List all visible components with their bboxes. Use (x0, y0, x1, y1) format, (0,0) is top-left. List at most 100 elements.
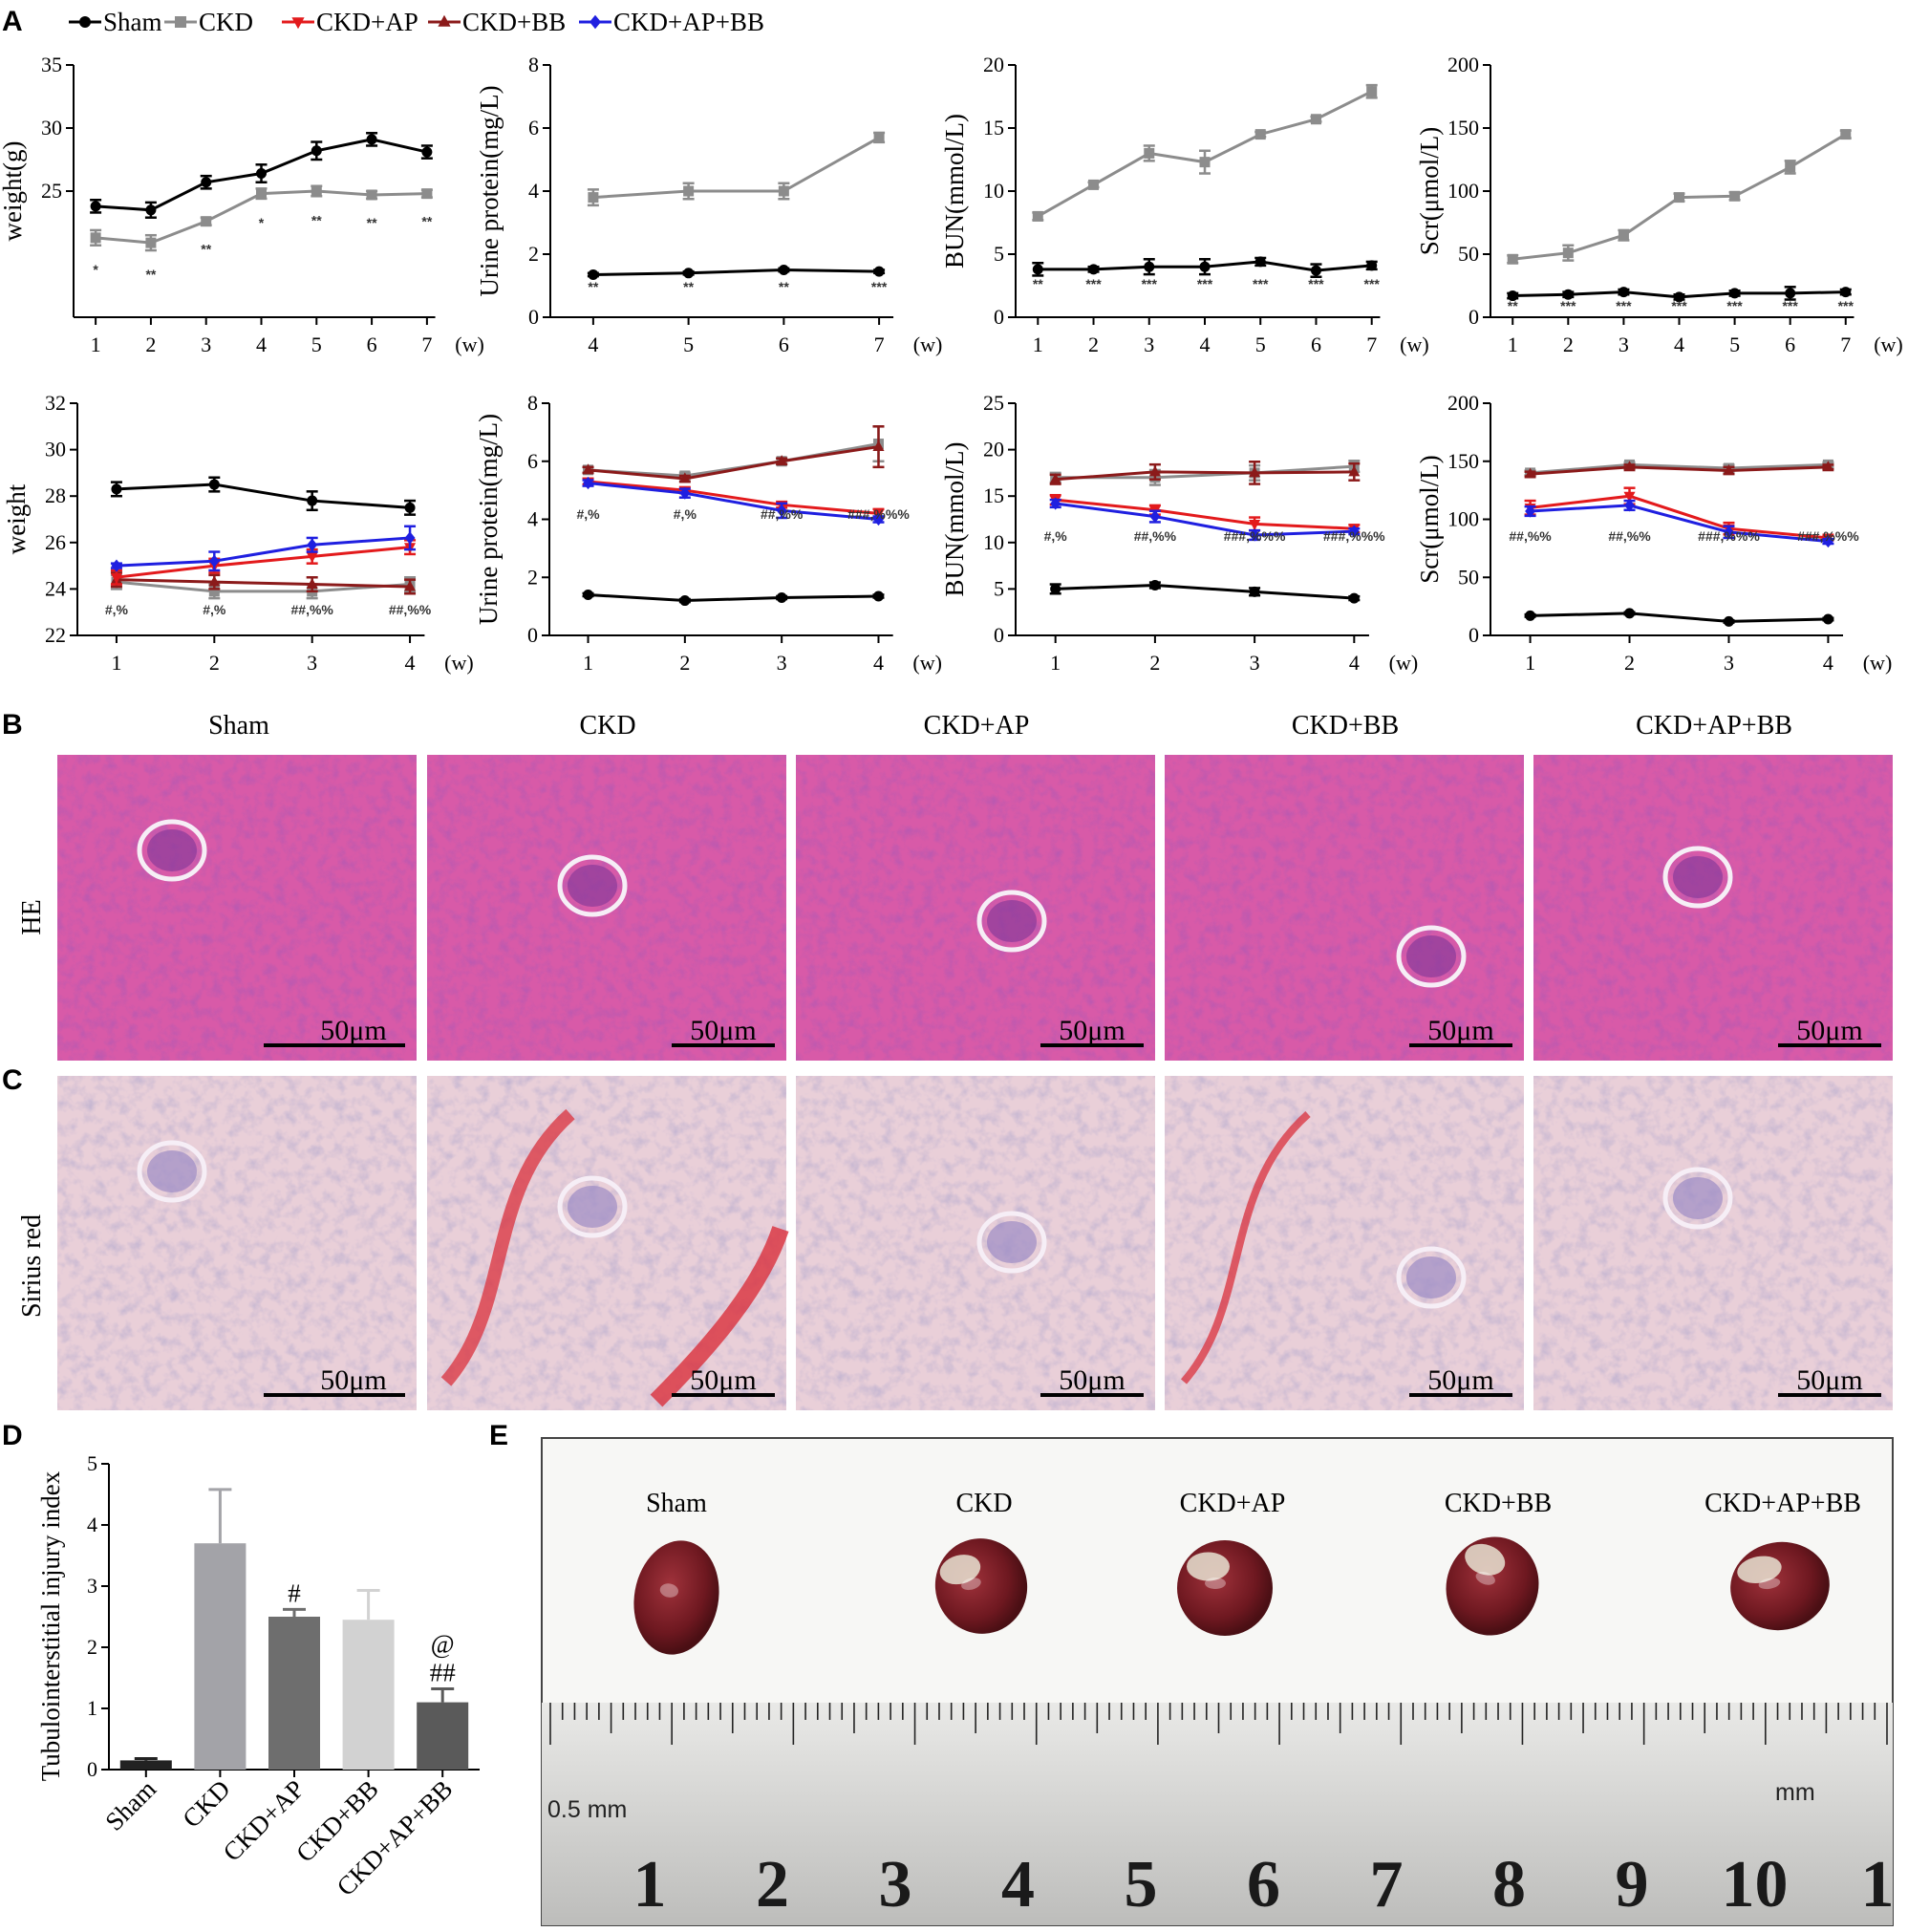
y-tick-label-a4-0: 0 (1469, 305, 1479, 329)
series-a4-sham (1507, 286, 1852, 303)
x-tick-label-b1-3: 3 (307, 651, 317, 675)
point-b1-ckd-1 (208, 586, 220, 597)
point-a1-sham-1 (145, 204, 157, 216)
y-tick-label-b2-8: 8 (527, 391, 538, 415)
series-b2-ckd-ap (582, 477, 885, 521)
series-b4-ckd-ap-bb (1524, 499, 1834, 548)
y-tick-label-b2-0: 0 (527, 623, 538, 647)
series-a3-sham (1032, 256, 1378, 279)
bar-annotation-top-ckd-ap-bb: @ (431, 1630, 455, 1659)
x-tick-label-a3-3: 3 (1144, 333, 1154, 356)
point-a3-ckd-6 (1366, 86, 1378, 97)
ruler (542, 1703, 1893, 1925)
series-line-b2-ckd-ap-bb (588, 482, 879, 521)
y-axis-label-a4: Scr(μmol/L) (1415, 127, 1444, 255)
panel-letter-a: A (2, 6, 23, 37)
glomerulus (557, 1175, 628, 1238)
series-line-b3-ckd-bb (1055, 470, 1355, 482)
point-b2-ckd-ap-bb-3 (872, 512, 884, 526)
point-b3-sham-3 (1348, 592, 1360, 604)
x-tick-label-a1-2: 2 (145, 333, 156, 356)
series-line-b3-ckd-ap (1055, 498, 1355, 530)
y-tick-label-a4-100: 100 (1447, 179, 1479, 203)
panel-letter-b: B (2, 709, 23, 741)
point-b1-ckd-bb-2 (306, 577, 318, 589)
point-a2-ckd-0 (588, 192, 599, 204)
y-tick-label-b2-2: 2 (527, 565, 538, 589)
point-b3-ckd-ap-bb-0 (1050, 497, 1061, 510)
sig-label-a1-6: ** (421, 214, 432, 229)
glomerulus (557, 854, 628, 917)
point-b1-ckd-ap-bb-3 (404, 531, 416, 545)
point-a3-sham-3 (1199, 261, 1211, 272)
legend-marker-ckd-bb (438, 14, 451, 27)
point-a2-ckd-1 (683, 185, 695, 197)
point-b4-sham-2 (1723, 615, 1734, 627)
point-b1-ckd-ap-2 (306, 551, 318, 563)
ruler-number-5: 6 (1247, 1848, 1280, 1921)
y-tick-label-a2-6: 6 (528, 116, 539, 140)
bar-chart-injury-index: 0 1 2 3 4 5 Tubulointerstitial injury index Sha… (36, 1451, 480, 1901)
sig-label-a4-5: *** (1782, 298, 1798, 313)
histology-image-he-ckd-bb: 50μm (1165, 755, 1524, 1061)
glomerulus (137, 819, 207, 882)
legend-label-sham: Sham (103, 8, 162, 36)
x-unit-label-b3: (w) (1389, 651, 1419, 675)
point-a4-ckd-0 (1507, 253, 1518, 265)
point-a1-sham-0 (90, 201, 101, 212)
x-tick-label-a4-4: 4 (1674, 333, 1684, 356)
scale-bar-label-sirius-red-sham: 50μm (320, 1364, 386, 1396)
y-tick-label-a2-4: 4 (528, 179, 539, 203)
histology-header-ckd-ap: CKD+AP (924, 711, 1030, 741)
sig-label-a4-6: *** (1838, 298, 1854, 313)
legend: Sham CKD CKD+AP CKD+BB CKD+AP+BB (69, 8, 764, 36)
series-b3-ckd-ap-bb (1049, 497, 1361, 542)
histology-header-sham: Sham (208, 711, 269, 741)
point-b3-ckd-bb-2 (1249, 466, 1261, 478)
point-b1-sham-0 (111, 483, 122, 495)
sig-label-a1-2: ** (201, 242, 211, 257)
kidney-ckd-bb (1446, 1536, 1539, 1636)
kidney-ckd-ap-bb (1730, 1541, 1830, 1631)
sig-label-a1-5: ** (367, 215, 377, 230)
sig-label-a4-2: *** (1616, 298, 1632, 313)
point-a1-ckd-1 (145, 237, 157, 248)
x-tick-label-a3-4: 4 (1200, 333, 1211, 356)
x-tick-label-a1-6: 6 (367, 333, 377, 356)
y-tick-label-b3-20: 20 (983, 438, 1004, 462)
point-b2-ckd-bb-1 (678, 472, 691, 483)
point-b2-sham-2 (776, 592, 787, 604)
y-axis-label-b2: Urine protein(mg/L) (474, 414, 503, 625)
point-b2-ckd-bb-3 (872, 440, 885, 451)
point-a1-sham-3 (256, 168, 267, 180)
sig-label-a3-2: *** (1142, 276, 1158, 291)
y-tick-label-b1-32: 32 (45, 391, 66, 415)
ruler-number-0: 1 (633, 1848, 667, 1921)
series-line-a2-ckd (592, 136, 880, 200)
y-tick-label-b4-0: 0 (1469, 623, 1479, 647)
scale-bar-label-he-sham: 50μm (320, 1015, 386, 1046)
y-tick-label-b3-5: 5 (994, 576, 1004, 600)
y-tick-label-a1-30: 30 (41, 116, 62, 140)
sig-label-b3-2: ###,%%% (1224, 528, 1286, 544)
point-b4-ckd-bb-3 (1822, 461, 1834, 472)
x-unit-label-b2: (w) (912, 651, 942, 675)
point-b3-ckd-ap-2 (1249, 519, 1261, 530)
point-a1-ckd-4 (311, 185, 322, 197)
y-tick-label-d-1: 1 (87, 1696, 97, 1720)
y-tick-label-b1-24: 24 (45, 576, 66, 600)
sig-label-b3-3: ###,%%% (1323, 528, 1385, 544)
y-tick-label-b3-15: 15 (983, 483, 1004, 507)
series-a4-ckd (1507, 129, 1852, 265)
point-a2-ckd-2 (778, 185, 789, 197)
sig-label-a4-4: *** (1726, 298, 1743, 313)
point-b3-sham-2 (1249, 586, 1260, 597)
x-tick-label-b4-1: 1 (1525, 651, 1535, 675)
sig-label-b2-3: ###,%%% (847, 506, 910, 522)
histology-image-sirius-red-ckd: 50μm (427, 1076, 789, 1410)
y-tick-label-a1-35: 35 (41, 53, 62, 76)
series-b3-ckd-bb (1049, 460, 1361, 485)
point-b4-ckd-bb-1 (1623, 461, 1636, 472)
